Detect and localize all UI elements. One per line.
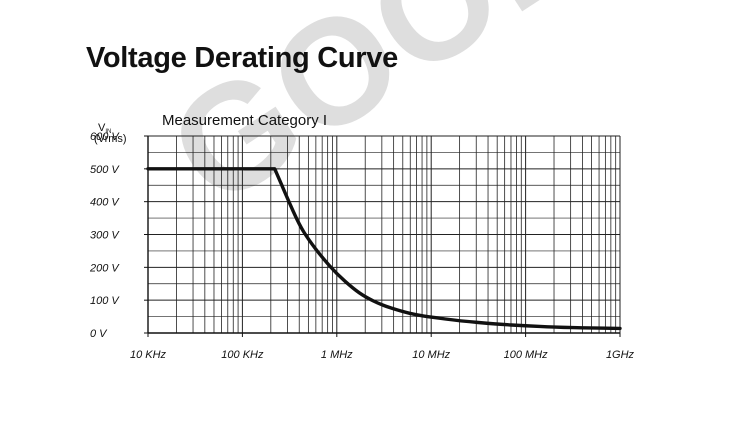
y-axis-label-main: V <box>98 122 106 134</box>
chart-series <box>146 167 622 331</box>
chart-grid <box>147 135 621 334</box>
x-tick-label: 1 MHz <box>321 349 353 361</box>
y-tick-label: 0 V <box>90 328 108 340</box>
y-axis-label: VIN <box>98 122 111 135</box>
y-tick-label: 500 V <box>90 164 120 176</box>
y-axis-label-sub: IN <box>105 129 111 135</box>
y-tick-label: 100 V <box>90 295 120 307</box>
y-tick-labels: 0 V 100 V 200 V 300 V 400 V 500 V 600 V <box>89 131 120 340</box>
x-tick-label: 100 KHz <box>221 349 264 361</box>
x-tick-label: 10 MHz <box>412 349 450 361</box>
y-tick-label: 400 V <box>90 197 120 209</box>
y-tick-label: 200 V <box>89 262 120 274</box>
y-tick-label: 600 V <box>90 131 120 143</box>
page-title: Voltage Derating Curve <box>86 42 398 74</box>
x-tick-label: 1GHz <box>606 349 635 361</box>
derating-curve <box>146 167 622 331</box>
x-tick-labels: 10 KHz 100 KHz 1 MHz 10 MHz 100 MHz 1GHz <box>130 349 635 361</box>
x-tick-label: 10 KHz <box>130 349 167 361</box>
chart-subtitle: Measurement Category I <box>162 112 327 129</box>
y-axis-unit: (Vrms) <box>94 133 127 145</box>
y-tick-label: 300 V <box>90 230 120 242</box>
x-tick-label: 100 MHz <box>504 349 549 361</box>
